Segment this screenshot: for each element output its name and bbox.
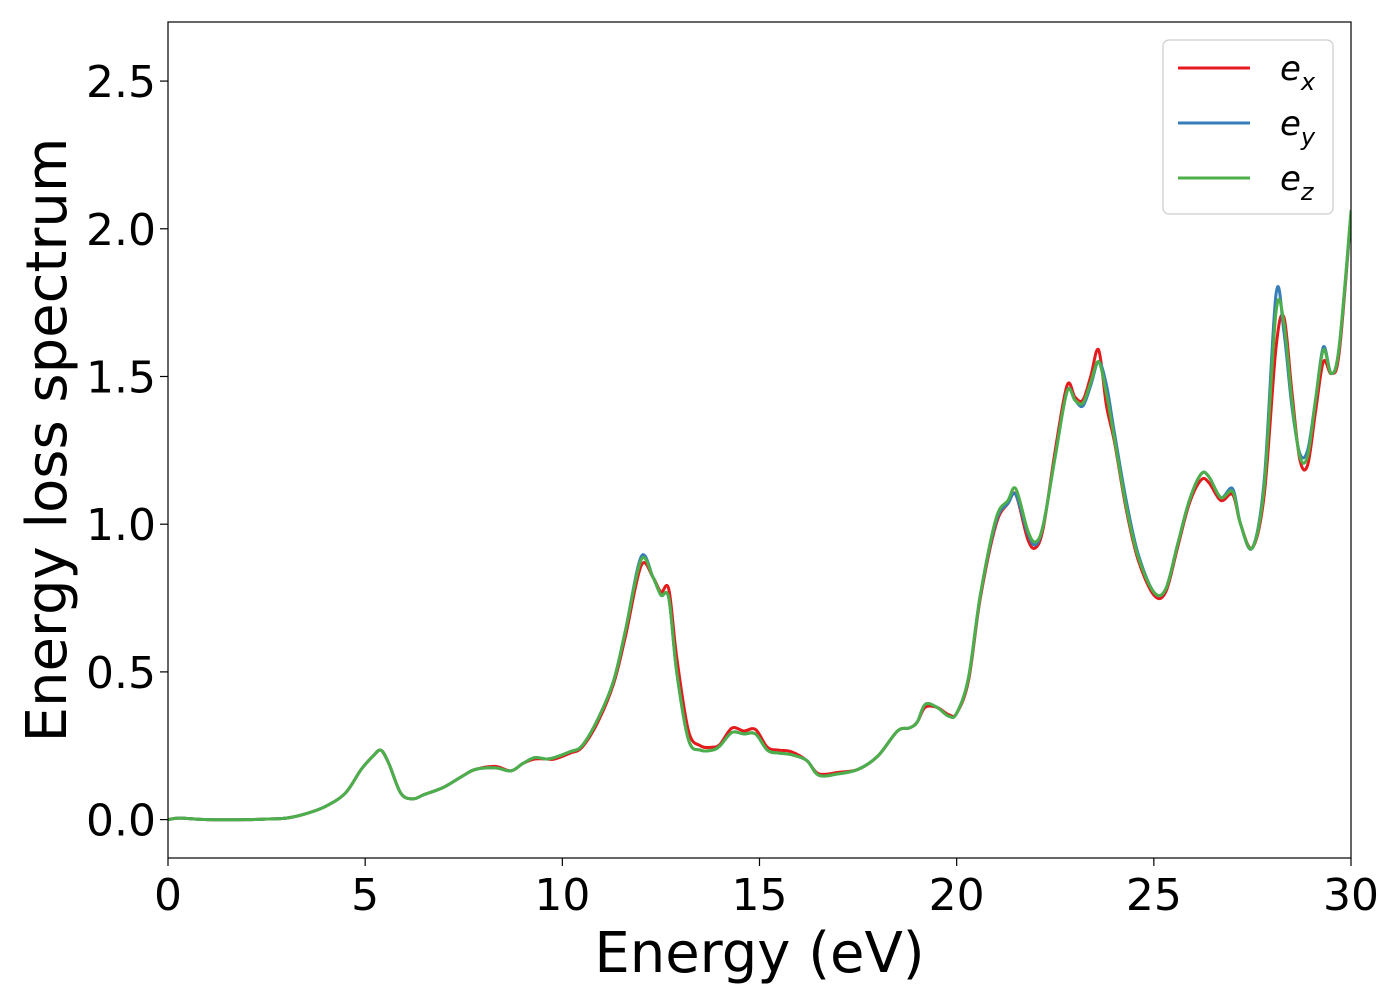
- series-line-ez: [168, 209, 1351, 822]
- y-tick-label: 0.0: [86, 796, 156, 847]
- legend: ex ey ez: [1162, 39, 1334, 215]
- legend-box: [1162, 39, 1334, 215]
- x-tick-label: 20: [929, 870, 985, 921]
- y-axis-label: Energy loss spectrum: [15, 138, 80, 743]
- x-tick-label: 15: [732, 870, 788, 921]
- y-axis: 0.0 0.5 1.0 1.5 2.0 2.5: [86, 57, 168, 847]
- x-axis: 0 5 10 15 20 25 30: [154, 858, 1379, 921]
- y-tick-label: 2.5: [86, 57, 156, 108]
- legend-label-ey: ey: [1280, 104, 1316, 151]
- y-tick-label: 1.0: [86, 500, 156, 551]
- x-axis-label: Energy (eV): [594, 921, 924, 986]
- x-tick-label: 25: [1126, 870, 1182, 921]
- y-tick-label: 0.5: [86, 648, 156, 699]
- legend-label-ex: ex: [1280, 49, 1316, 96]
- legend-label-ez: ez: [1280, 159, 1315, 206]
- y-tick-label: 2.0: [86, 205, 156, 256]
- y-tick-label: 1.5: [86, 352, 156, 403]
- series-layer: [168, 209, 1351, 822]
- x-tick-label: 10: [534, 870, 590, 921]
- x-tick-label: 0: [154, 870, 182, 921]
- x-tick-label: 30: [1323, 870, 1379, 921]
- x-tick-label: 5: [351, 870, 379, 921]
